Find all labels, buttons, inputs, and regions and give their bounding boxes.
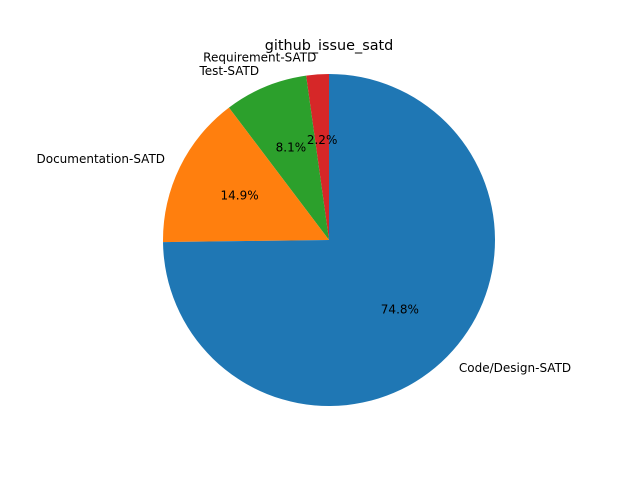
- chart-title: github_issue_satd: [265, 38, 394, 54]
- pie-slice-test-satd: [228, 75, 329, 240]
- pie-slices: [163, 74, 495, 406]
- pie-slice-code-design-satd: [163, 74, 495, 406]
- slice-percent-documentation-satd: 14.9%: [220, 189, 258, 203]
- slice-percent-test-satd: 8.1%: [276, 140, 307, 154]
- slice-percent-code-design-satd: 74.8%: [381, 302, 419, 316]
- pie-slice-requirement-satd: [306, 74, 329, 240]
- slice-label-documentation-satd: Documentation-SATD: [36, 152, 165, 166]
- pie-labels: Requirement-SATD 2.2% Test-SATD 8.1% Documen…: [36, 50, 571, 374]
- slice-label-test-satd: Test-SATD: [198, 64, 259, 78]
- slice-label-code-design-satd: Code/Design-SATD: [459, 361, 571, 375]
- pie-slice-documentation-satd: [163, 107, 329, 243]
- slice-percent-requirement-satd: 2.2%: [307, 133, 338, 147]
- slice-label-requirement-satd: Requirement-SATD: [203, 50, 316, 64]
